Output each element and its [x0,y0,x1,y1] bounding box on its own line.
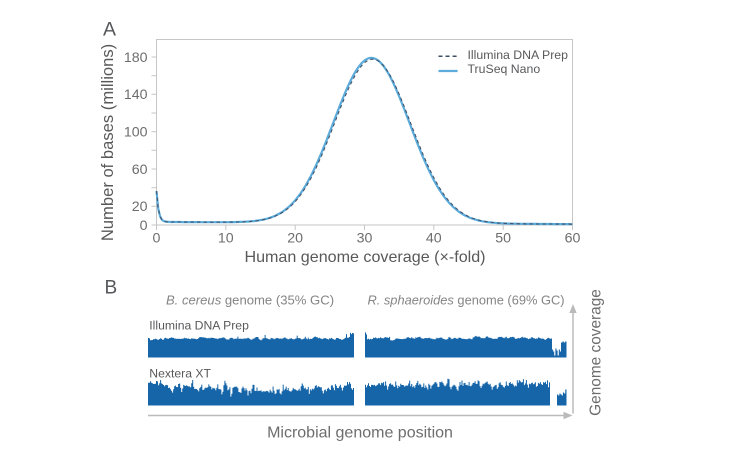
svg-text:Illumina DNA Prep: Illumina DNA Prep [149,319,249,333]
svg-text:20: 20 [132,199,148,215]
svg-text:Illumina DNA Prep: Illumina DNA Prep [468,48,569,62]
svg-text:140: 140 [124,87,148,103]
svg-text:B: B [105,278,118,299]
svg-text:0: 0 [140,218,148,234]
svg-text:TruSeq Nano: TruSeq Nano [468,62,541,76]
svg-text:Number of bases (millions): Number of bases (millions) [98,44,117,241]
svg-text:30: 30 [357,231,373,247]
svg-text:40: 40 [426,231,442,247]
svg-text:Genome coverage: Genome coverage [588,289,605,416]
svg-text:60: 60 [565,231,581,247]
svg-text:10: 10 [218,231,234,247]
svg-text:0: 0 [153,231,161,247]
svg-text:Human genome coverage (×-fold): Human genome coverage (×-fold) [244,248,485,266]
svg-text:50: 50 [495,231,511,247]
svg-text:B. cereus genome (35% GC): B. cereus genome (35% GC) [166,292,334,307]
svg-text:A: A [103,19,116,41]
svg-text:R. sphaeroides genome (69% GC): R. sphaeroides genome (69% GC) [367,292,564,307]
svg-text:20: 20 [287,231,303,247]
svg-text:180: 180 [124,50,148,66]
svg-text:Microbial genome position: Microbial genome position [267,425,453,442]
svg-text:Nextera XT: Nextera XT [149,367,211,381]
svg-text:100: 100 [124,125,148,141]
svg-text:60: 60 [132,162,148,178]
